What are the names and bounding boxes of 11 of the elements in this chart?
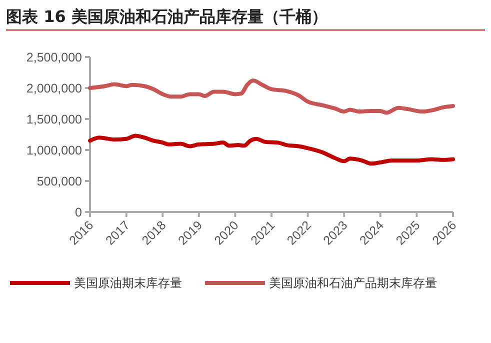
legend-label: 美国原油期末库存量 xyxy=(74,276,182,290)
y-tick-label: 500,000 xyxy=(36,174,82,188)
y-tick-label: 2,000,000 xyxy=(26,81,82,96)
chart-title: 图表 16 美国原油和石油产品库存量（千桶） xyxy=(6,7,328,26)
y-tick-label: 1,000,000 xyxy=(26,143,82,158)
y-tick-label: 2,500,000 xyxy=(26,50,82,64)
line-series xyxy=(88,134,455,166)
y-tick-label: 1,500,000 xyxy=(26,112,82,126)
line-series xyxy=(88,78,455,115)
legend-label: 美国原油和石油产品期末库存量 xyxy=(269,276,437,290)
y-tick-label: 0 xyxy=(75,205,82,220)
